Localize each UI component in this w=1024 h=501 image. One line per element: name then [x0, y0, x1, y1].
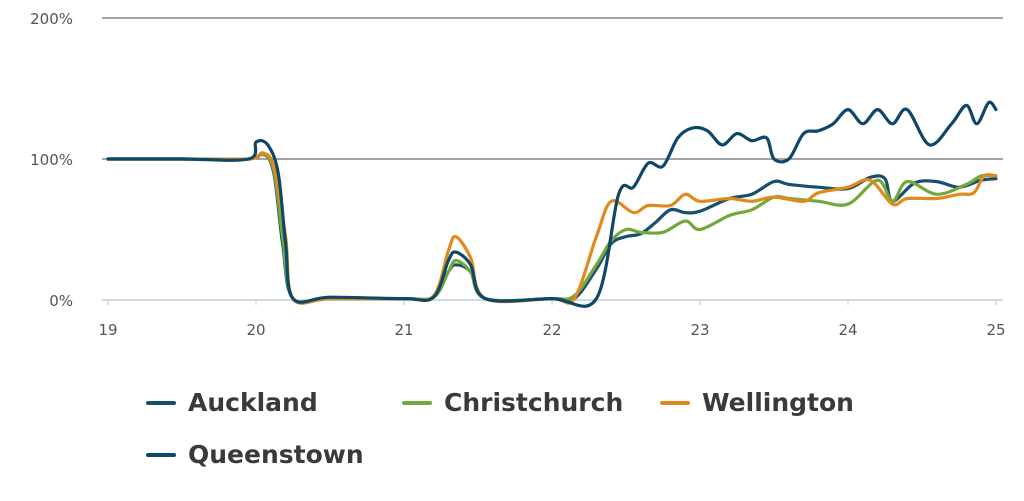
x-tick-label: 23 — [690, 321, 709, 339]
legend-swatch-christchurch — [402, 400, 432, 405]
legend-item-queenstown: Queenstown — [146, 440, 364, 469]
series-line-queenstown — [106, 100, 998, 308]
y-tick-label: 200% — [30, 10, 73, 28]
legend-label-queenstown: Queenstown — [188, 440, 364, 469]
x-tick-label: 22 — [542, 321, 561, 339]
y-tick-label: 0% — [49, 292, 73, 310]
x-tick-label: 19 — [98, 321, 117, 339]
x-tick-label: 24 — [838, 321, 857, 339]
legend-item-christchurch: Christchurch — [402, 388, 623, 417]
series-line-wellington — [106, 151, 998, 305]
x-axis: 19 20 21 22 23 24 25 — [98, 300, 1006, 339]
y-tick-label: 100% — [30, 151, 73, 169]
plot-area — [106, 100, 998, 308]
y-axis: 0% 100% 200% — [30, 10, 73, 310]
legend-label-wellington: Wellington — [702, 388, 854, 417]
series-line-christchurch — [106, 152, 998, 305]
x-tick-label: 20 — [246, 321, 265, 339]
legend-label-auckland: Auckland — [188, 388, 318, 417]
legend-swatch-auckland — [146, 400, 176, 405]
legend-swatch-queenstown — [146, 452, 176, 457]
legend-swatch-wellington — [660, 400, 690, 405]
series-line-auckland — [106, 151, 998, 305]
x-tick-label: 25 — [986, 321, 1005, 339]
x-tick-label: 21 — [394, 321, 413, 339]
legend-label-christchurch: Christchurch — [444, 388, 624, 417]
legend-item-wellington: Wellington — [660, 388, 854, 417]
legend-item-auckland: Auckland — [146, 388, 318, 417]
